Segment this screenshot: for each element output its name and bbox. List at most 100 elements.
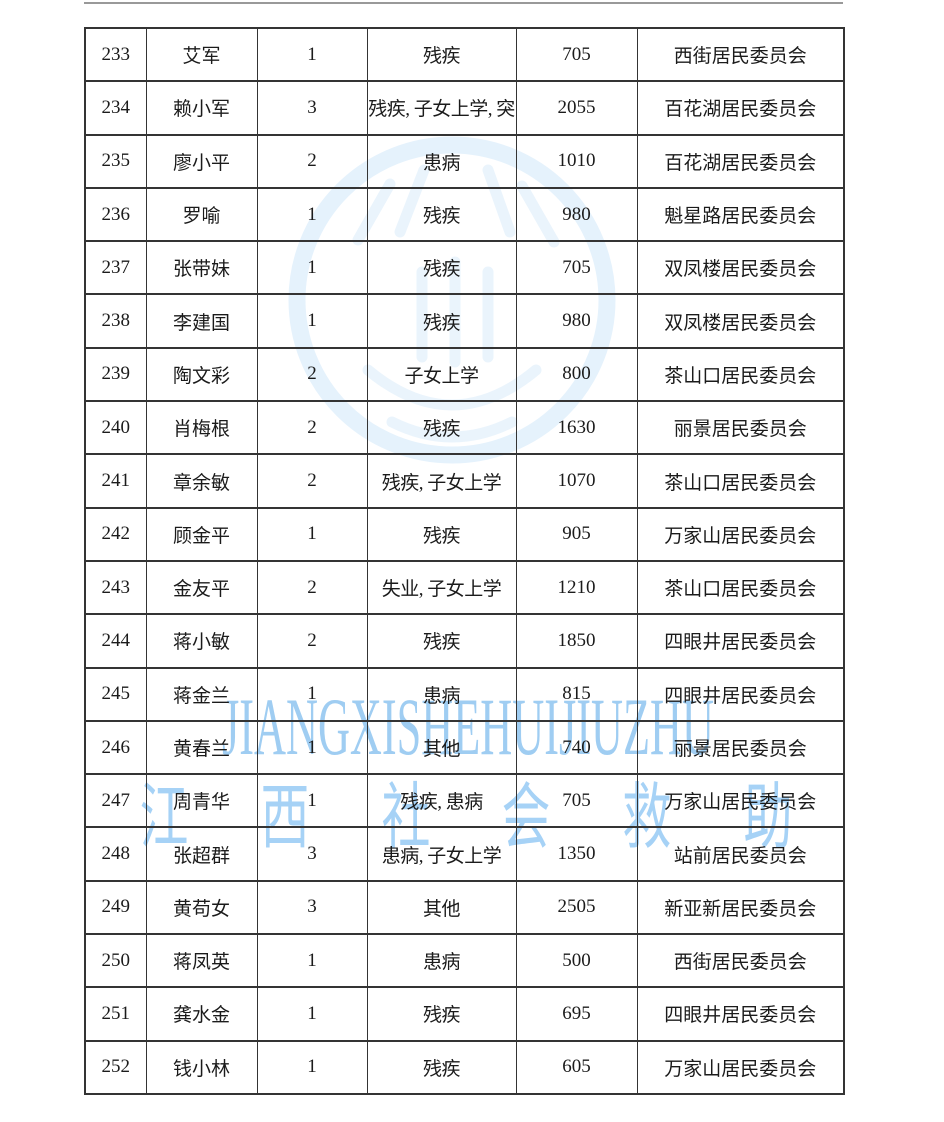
table-row: 239 陶文彩 2 子女上学 800 茶山口居民委员会 [85,346,844,402]
cell-amount: 800 [515,346,637,402]
cell-count: 2 [256,346,367,402]
table-row: 246 黄春兰 1 其他 740 丽景居民委员会 [85,719,844,775]
cell-reason: 残疾 [366,186,516,242]
cell-committee: 百花湖居民委员会 [636,133,844,188]
cell-no: 241 [85,453,146,508]
assistance-table: 233 艾军 1 残疾 705 西街居民委员会 234 赖小军 3 残疾, 子女上学, 突 2055… [84,27,845,1095]
cell-committee: 万家山居民委员会 [636,773,844,828]
cell-reason: 残疾, 子女上学, 突 [366,80,516,135]
cell-amount: 1850 [515,613,637,668]
cell-no: 242 [85,506,146,561]
table-row: 242 顾金平 1 残疾 905 万家山居民委员会 [85,506,844,561]
table-row: 234 赖小军 3 残疾, 子女上学, 突 2055 百花湖居民委员会 [85,80,844,135]
cell-name: 李建国 [145,293,257,348]
table-row: 248 张超群 3 患病, 子女上学 1350 站前居民委员会 [85,826,844,881]
table-row: 236 罗喻 1 残疾 980 魁星路居民委员会 [85,186,844,242]
cell-reason: 残疾 [366,613,516,668]
cell-reason: 患病, 子女上学 [366,826,516,881]
cell-no: 245 [85,666,146,721]
cell-amount: 1350 [515,826,637,881]
table-row: 250 蒋凤英 1 患病 500 西街居民委员会 [85,933,844,988]
cell-amount: 1630 [515,400,637,455]
cell-name: 龚水金 [145,986,257,1041]
cell-no: 250 [85,933,146,988]
cell-no: 237 [85,240,146,295]
table-row: 252 钱小林 1 残疾 605 万家山居民委员会 [85,1039,844,1094]
cell-name: 金友平 [145,559,257,615]
cell-no: 240 [85,400,146,455]
cell-amount: 500 [515,933,637,988]
cell-count: 1 [256,293,367,348]
cell-reason: 残疾 [366,506,516,561]
cell-committee: 西街居民委员会 [636,28,844,82]
cell-amount: 1210 [515,559,637,615]
cell-reason: 残疾 [366,1039,516,1094]
cell-reason: 子女上学 [366,346,516,402]
cell-committee: 茶山口居民委员会 [636,559,844,615]
cell-amount: 740 [515,719,637,775]
cell-name: 蒋金兰 [145,666,257,721]
cell-count: 3 [256,826,367,881]
table-row: 244 蒋小敏 2 残疾 1850 四眼井居民委员会 [85,613,844,668]
cell-committee: 茶山口居民委员会 [636,346,844,402]
cell-reason: 残疾 [366,986,516,1041]
cell-name: 黄春兰 [145,719,257,775]
cell-committee: 百花湖居民委员会 [636,80,844,135]
cell-committee: 四眼井居民委员会 [636,613,844,668]
cell-count: 1 [256,719,367,775]
table-row: 247 周青华 1 残疾, 患病 705 万家山居民委员会 [85,773,844,828]
cell-reason: 其他 [366,879,516,935]
cell-no: 236 [85,186,146,242]
cell-amount: 605 [515,1039,637,1094]
cell-name: 肖梅根 [145,400,257,455]
cell-name: 周青华 [145,773,257,828]
cell-committee: 丽景居民委员会 [636,400,844,455]
cell-amount: 2505 [515,879,637,935]
cell-reason: 残疾 [366,28,516,82]
cell-reason: 患病 [366,133,516,188]
cell-count: 3 [256,80,367,135]
cell-reason: 其他 [366,719,516,775]
cell-count: 2 [256,559,367,615]
cell-committee: 西街居民委员会 [636,933,844,988]
cell-no: 244 [85,613,146,668]
cell-count: 1 [256,1039,367,1094]
cell-count: 2 [256,453,367,508]
cell-amount: 980 [515,293,637,348]
cell-reason: 患病 [366,933,516,988]
cell-name: 廖小平 [145,133,257,188]
cell-reason: 残疾, 子女上学 [366,453,516,508]
cell-count: 2 [256,613,367,668]
cell-count: 3 [256,879,367,935]
cell-count: 1 [256,28,367,82]
table-row: 249 黄苟女 3 其他 2505 新亚新居民委员会 [85,879,844,935]
cell-name: 蒋凤英 [145,933,257,988]
cell-amount: 905 [515,506,637,561]
cell-reason: 残疾 [366,240,516,295]
cell-name: 钱小林 [145,1039,257,1094]
cell-name: 顾金平 [145,506,257,561]
cell-count: 1 [256,506,367,561]
cell-amount: 705 [515,28,637,82]
cell-amount: 1070 [515,453,637,508]
cell-committee: 站前居民委员会 [636,826,844,881]
cell-name: 蒋小敏 [145,613,257,668]
cell-committee: 四眼井居民委员会 [636,666,844,721]
cell-no: 235 [85,133,146,188]
cell-no: 248 [85,826,146,881]
cell-name: 陶文彩 [145,346,257,402]
cell-committee: 双凤楼居民委员会 [636,293,844,348]
cell-no: 251 [85,986,146,1041]
cell-reason: 残疾, 患病 [366,773,516,828]
cell-amount: 705 [515,773,637,828]
cell-no: 252 [85,1039,146,1094]
cell-count: 1 [256,240,367,295]
cell-name: 黄苟女 [145,879,257,935]
cell-count: 2 [256,133,367,188]
cell-count: 1 [256,933,367,988]
table-row: 238 李建国 1 残疾 980 双凤楼居民委员会 [85,293,844,348]
cell-reason: 残疾 [366,293,516,348]
cell-name: 罗喻 [145,186,257,242]
cell-no: 249 [85,879,146,935]
cell-committee: 魁星路居民委员会 [636,186,844,242]
